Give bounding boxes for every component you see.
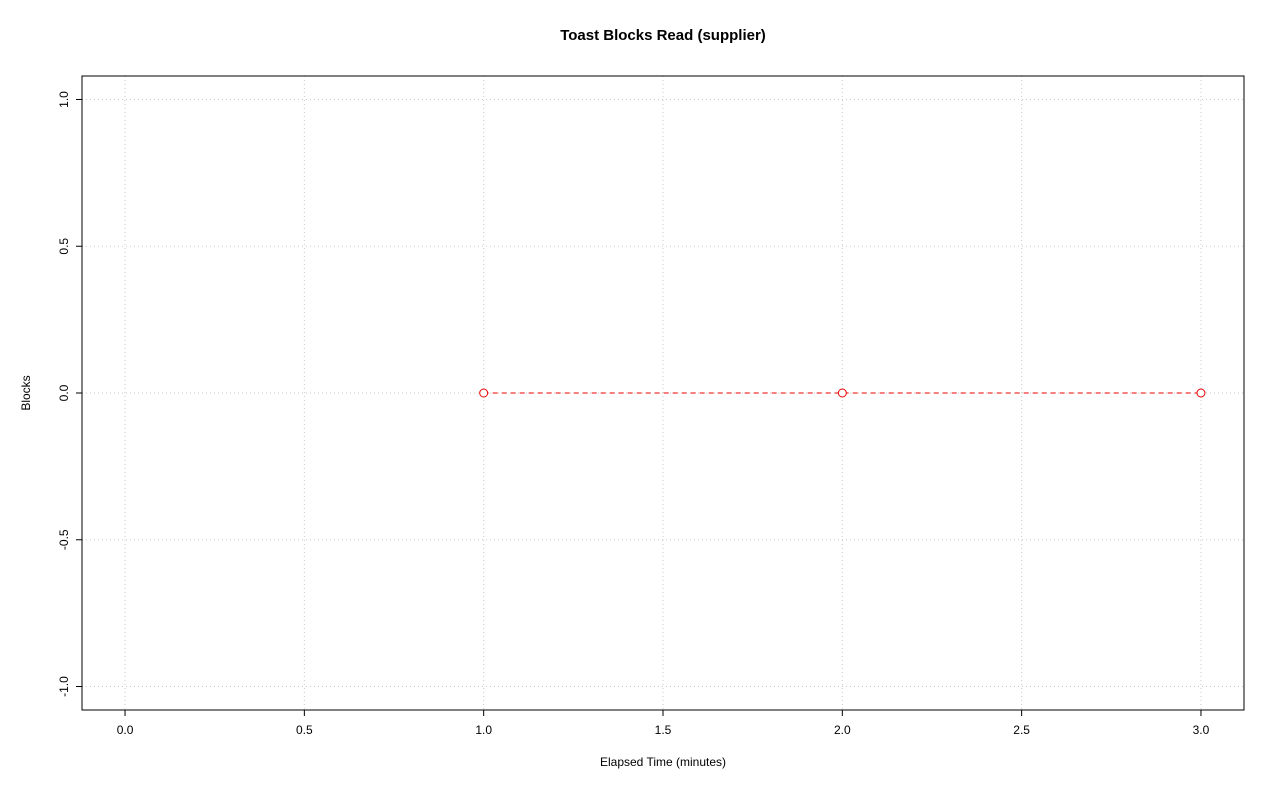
y-tick-label: 1.0 — [57, 91, 71, 108]
y-tick-label: -0.5 — [57, 529, 71, 550]
x-tick-label: 0.5 — [296, 723, 313, 737]
x-axis-ticks: 0.0 0.5 1.0 1.5 2.0 2.5 3.0 — [117, 710, 1210, 737]
chart-canvas: 0.0 0.5 1.0 1.5 2.0 2.5 3.0 -1.0 -0.5 0.0 0.5 1.0 El… — [0, 0, 1280, 801]
y-tick-label: 0.5 — [57, 238, 71, 255]
y-axis-label: Blocks — [19, 375, 33, 410]
y-tick-label: 0.0 — [57, 384, 71, 401]
y-tick-label: -1.0 — [57, 676, 71, 697]
y-axis-ticks: -1.0 -0.5 0.0 0.5 1.0 — [57, 91, 82, 697]
data-point — [1197, 389, 1205, 397]
x-axis-label: Elapsed Time (minutes) — [600, 755, 726, 769]
x-tick-label: 2.5 — [1013, 723, 1030, 737]
data-point — [480, 389, 488, 397]
chart-title: Toast Blocks Read (supplier) — [560, 27, 766, 44]
x-tick-label: 2.0 — [834, 723, 851, 737]
x-tick-label: 3.0 — [1193, 723, 1210, 737]
x-tick-label: 1.0 — [475, 723, 492, 737]
x-tick-label: 0.0 — [117, 723, 134, 737]
data-point — [838, 389, 846, 397]
x-tick-label: 1.5 — [655, 723, 672, 737]
